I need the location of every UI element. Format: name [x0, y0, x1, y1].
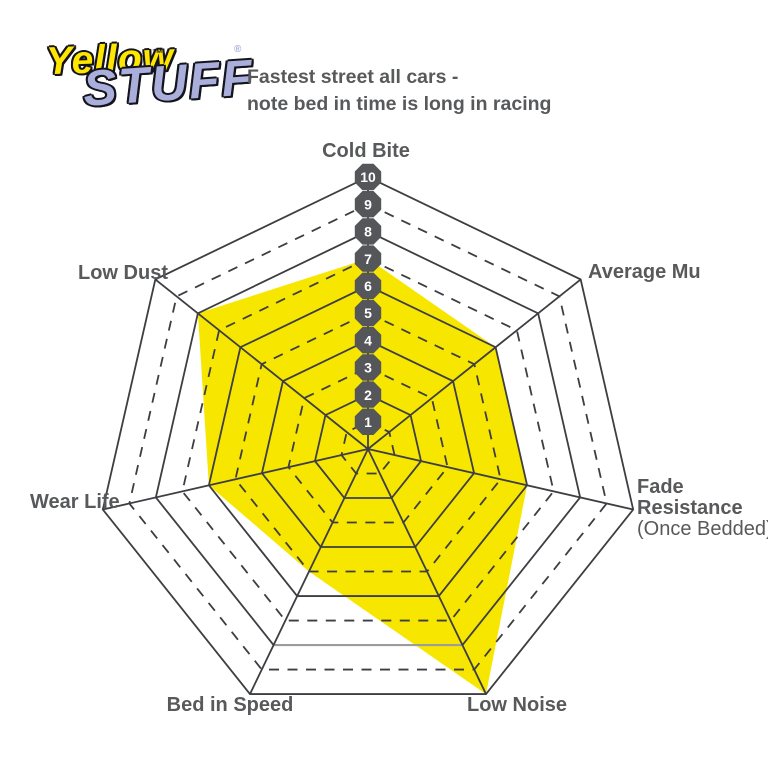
chart-title: Fastest street all cars - note bed in ti… [247, 64, 551, 118]
grid-ring [207, 284, 529, 597]
chart-title-line2: note bed in time is long in racing [247, 93, 552, 115]
axis-label-cold-bite: Cold Bite [322, 140, 410, 162]
chart-title-line1: Fastest street all cars - [247, 66, 459, 88]
axis-label-average-mu: Average Mu [588, 261, 701, 283]
fade-label-line1: Fade [637, 476, 684, 498]
scale-badge-octagon [354, 381, 382, 408]
scale-badge-number: 1 [364, 414, 372, 430]
scale-badge-number: 4 [364, 332, 372, 348]
axis-spoke [367, 448, 634, 511]
grid-ring [181, 257, 555, 622]
axis-spoke [154, 278, 369, 450]
scale-badge-number: 5 [364, 305, 372, 321]
scale-badge-octagon [354, 191, 382, 218]
scale-badge-octagon [354, 408, 382, 435]
scale-badge-octagon [354, 218, 382, 245]
scale-badge-number: 7 [364, 251, 372, 267]
registered-symbol: ® [234, 44, 242, 55]
grid-ring [128, 203, 608, 671]
axis-label-wear-life: Wear Life [30, 491, 120, 513]
axis-spoke [102, 448, 369, 511]
grid-ring [287, 366, 449, 524]
fade-label-line3: (Once Bedded) [637, 518, 768, 540]
axis-spoke [367, 448, 487, 695]
axis-label-bed-in-speed: Bed in Speed [166, 694, 294, 716]
scale-badge-octagon [354, 272, 382, 299]
yellowstuff-logo: Yellow ™ STUFF ® [38, 30, 256, 135]
axis-label-low-dust: Low Dust [78, 262, 168, 284]
scale-badge-octagon [354, 245, 382, 272]
axis-label-low-noise: Low Noise [466, 694, 568, 716]
scale-badge-octagon [354, 299, 382, 327]
radar-data-polygon [197, 258, 528, 695]
scale-badge-octagon [354, 163, 382, 191]
scale-badge-number: 6 [364, 278, 372, 294]
scale-badge-number: 9 [364, 196, 372, 212]
grid-ring [234, 312, 502, 573]
scale-badge-number: 2 [364, 387, 372, 403]
grid-ring [260, 339, 476, 548]
fade-label-line2: Resistance [637, 497, 743, 519]
axis-label-fade-resistance: Fade Resistance (Once Bedded) [637, 477, 768, 540]
scale-badge-number: 3 [364, 360, 372, 376]
axis-spoke [249, 448, 369, 695]
grid-ring [313, 393, 423, 499]
grid-ring [340, 420, 396, 475]
scale-badge-number: 8 [364, 224, 372, 240]
trademark-symbol: ™ [152, 48, 163, 60]
scale-badge-octagon [354, 327, 382, 354]
grid-ring [101, 176, 635, 695]
scale-badge-number: 10 [360, 169, 376, 185]
scale-badge-octagon [354, 354, 382, 381]
axis-spoke [367, 278, 582, 450]
